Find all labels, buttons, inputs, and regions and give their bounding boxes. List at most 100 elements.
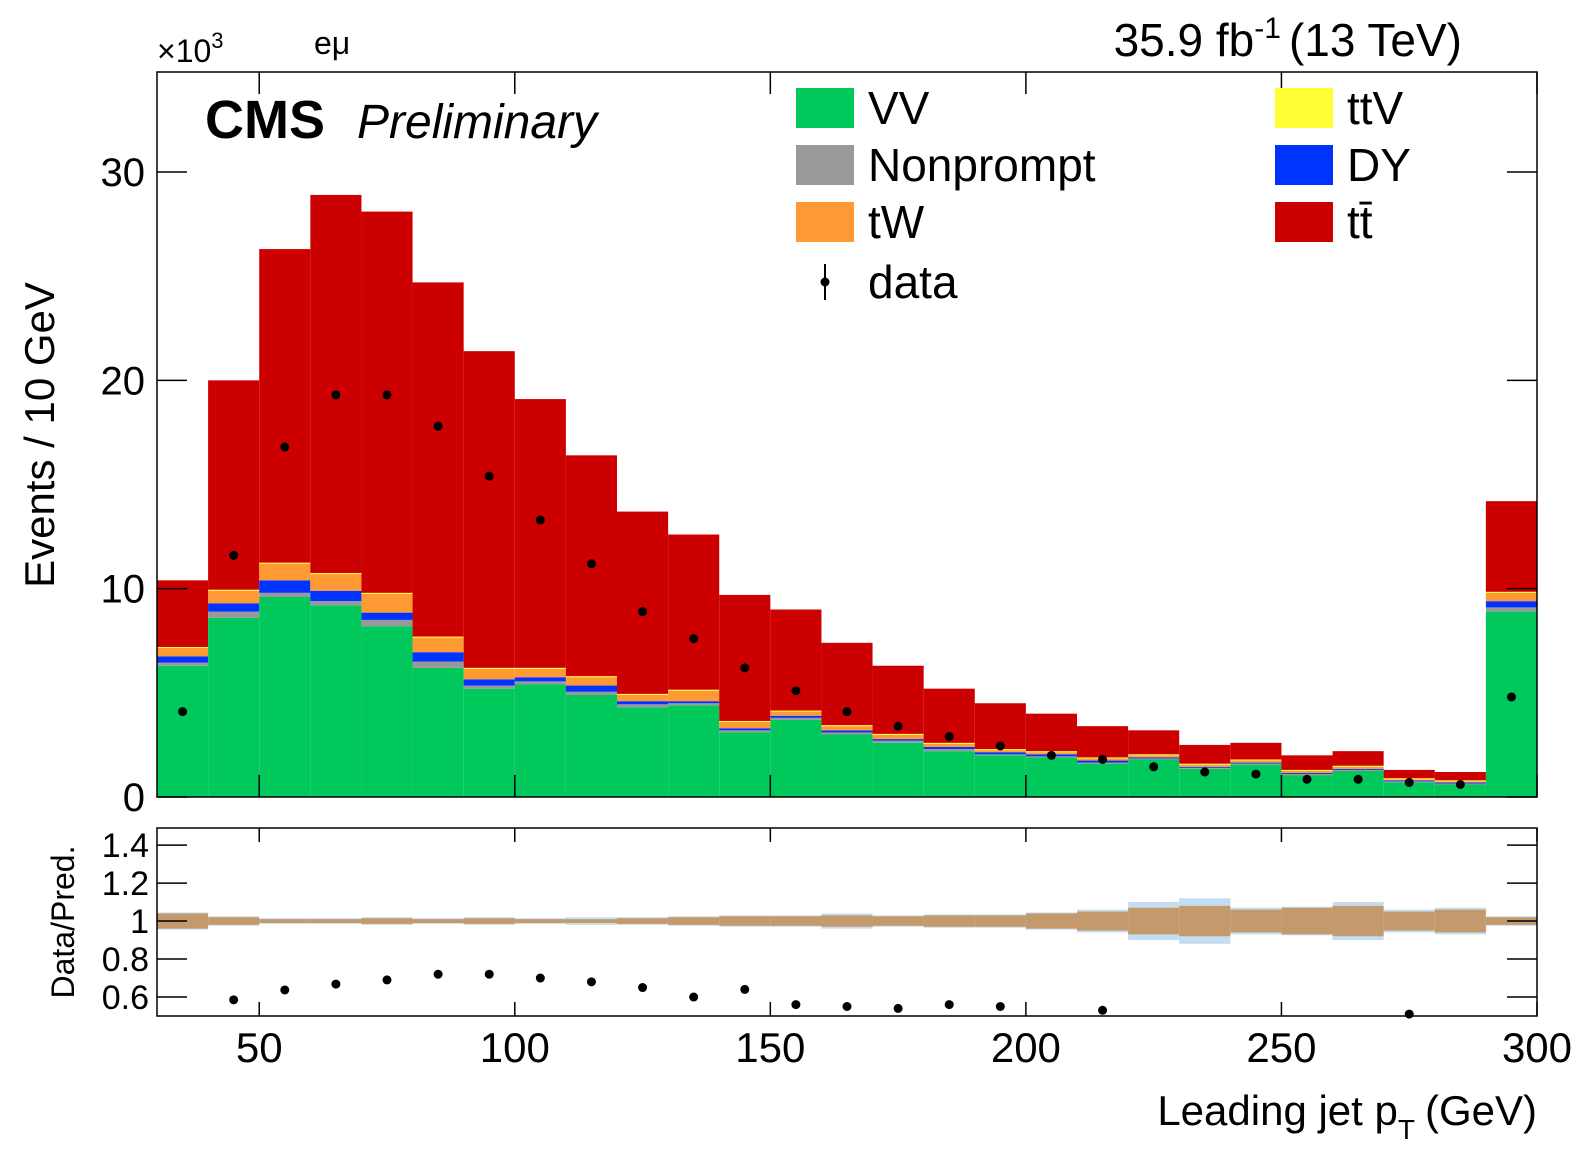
ratio-point <box>638 983 648 993</box>
stack-bar <box>1281 769 1333 771</box>
stack-bar <box>1332 766 1384 769</box>
ratio-y-tick-label: 0.8 <box>102 941 149 979</box>
ratio-inner-band <box>923 915 975 927</box>
stack-bar <box>361 593 413 613</box>
stack-bar <box>872 739 924 741</box>
stack-bar <box>259 592 311 597</box>
stack-bar <box>1230 764 1282 797</box>
ratio-inner-band <box>361 918 413 924</box>
stack-bar <box>719 730 771 733</box>
stack-bar <box>208 617 260 797</box>
stack-bar <box>259 563 311 581</box>
legend-label: Nonprompt <box>868 139 1096 191</box>
ratio-point <box>944 1000 954 1010</box>
stack-bar <box>668 701 720 704</box>
data-point <box>178 707 188 717</box>
data-point <box>689 634 699 644</box>
x-tick-label: 300 <box>1502 1024 1572 1071</box>
stack-bar <box>157 648 209 657</box>
data-point <box>535 515 545 525</box>
ratio-inner-band <box>668 917 720 925</box>
stack-bar <box>1230 759 1282 761</box>
x-axis-title: Leading jet pT (GeV) <box>1157 1087 1537 1145</box>
stack-bar <box>923 751 975 797</box>
stack-bar <box>310 573 362 575</box>
stack-bar <box>1128 754 1180 756</box>
stack-bar <box>1230 762 1282 764</box>
stack-bar <box>974 752 1026 755</box>
channel-label: eμ <box>314 25 350 61</box>
stack-bar <box>617 511 669 694</box>
stack-bar <box>1383 782 1435 797</box>
ratio-point <box>382 975 392 985</box>
stack-bar <box>770 719 822 797</box>
stack-bar <box>514 677 566 682</box>
stack-bar <box>463 351 515 668</box>
ratio-frame <box>156 827 1538 1017</box>
ratio-point <box>433 969 443 979</box>
stack-bar <box>310 601 362 606</box>
stack-bar <box>668 534 720 690</box>
legend-label: VV <box>868 82 930 134</box>
data-point <box>280 442 290 452</box>
stack-bar <box>463 685 515 689</box>
ratio-inner-band <box>617 918 669 924</box>
stack-bar <box>1485 591 1537 593</box>
stack-bar <box>463 667 515 669</box>
ratio-y-tick-label: 1.4 <box>102 827 149 865</box>
stack-bar <box>1179 744 1231 764</box>
legend-label: data <box>868 256 958 308</box>
ratio-point <box>791 1000 801 1010</box>
x-tick-label: 250 <box>1246 1024 1316 1071</box>
x-tick-label: 150 <box>735 1024 805 1071</box>
ratio-inner-band <box>514 919 566 923</box>
stack-bar <box>1281 773 1333 775</box>
data-point <box>842 707 852 717</box>
stack-bar <box>872 742 924 797</box>
ratio-inner-band <box>1434 909 1486 933</box>
stack-bar <box>361 211 413 593</box>
ratio-point <box>1404 1009 1414 1019</box>
y-axis-title: Events / 10 GeV <box>16 282 63 588</box>
stack-bar <box>1025 713 1077 752</box>
y-multiplier-sup: 3 <box>211 28 223 53</box>
ratio-point <box>229 995 239 1005</box>
ratio-point <box>893 1003 903 1013</box>
stack-bar <box>668 705 720 797</box>
data-point <box>1046 750 1056 760</box>
data-point <box>1149 762 1159 772</box>
ratio-inner-band <box>1383 911 1435 931</box>
stack-bar <box>1179 763 1231 765</box>
stack-bar <box>770 715 822 718</box>
ratio-inner-band <box>463 918 515 924</box>
lumi-sup: -1 <box>1254 12 1281 45</box>
cms-label: CMS <box>205 90 325 150</box>
ratio-inner-band <box>208 917 260 925</box>
stack-bar <box>1485 601 1537 608</box>
data-point <box>1200 767 1210 777</box>
stack-bar <box>565 677 617 686</box>
data-point <box>893 721 903 731</box>
legend-swatch <box>796 88 854 128</box>
stack-bar <box>770 710 822 712</box>
stack-bar <box>565 685 617 692</box>
stack-bar <box>617 701 669 705</box>
stack-bar <box>259 597 311 797</box>
stack-bar <box>565 676 617 678</box>
stack-bar <box>310 194 362 574</box>
stack-bar <box>923 742 975 744</box>
stack-bar <box>1128 758 1180 760</box>
y-tick-label: 30 <box>101 151 146 195</box>
legend-swatch <box>1275 202 1333 242</box>
stack-bar <box>1281 755 1333 770</box>
stack-bar <box>1434 784 1486 797</box>
stack-bar <box>923 747 975 750</box>
stack-bar <box>770 711 822 716</box>
ratio-inner-band <box>719 916 771 926</box>
data-point <box>1404 777 1414 787</box>
stack-bar <box>514 399 566 668</box>
legend-label: DY <box>1347 139 1411 191</box>
stack-bar <box>1485 592 1537 602</box>
ratio-inner-band <box>1128 907 1180 935</box>
data-point <box>331 390 341 400</box>
